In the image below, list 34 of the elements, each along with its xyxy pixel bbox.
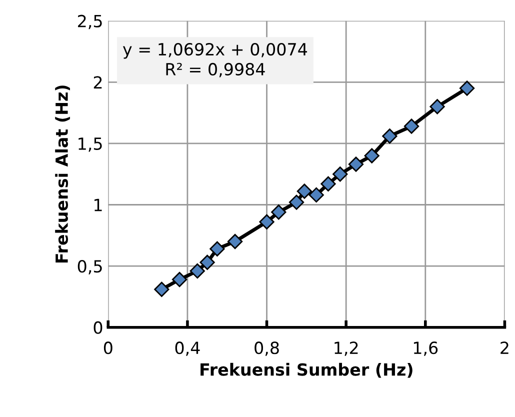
point	[348, 156, 364, 172]
point	[404, 118, 420, 134]
x-tick-label: 0,4	[175, 342, 200, 356]
y-tick-label: 0,5	[78, 260, 102, 274]
point	[259, 214, 274, 230]
point	[200, 254, 215, 270]
point	[210, 241, 225, 256]
point	[227, 234, 243, 250]
x-tick-label: 2	[500, 342, 508, 354]
point	[288, 194, 304, 210]
y-axis-title: Frekuensi Alat (Hz)	[55, 86, 70, 263]
x-tick-label: 0,8	[254, 342, 279, 356]
x-tick-label: 0	[104, 342, 112, 354]
y-tick-label: 2,5	[78, 14, 102, 30]
point	[459, 80, 475, 96]
y-tick-label: 0	[94, 321, 102, 334]
point	[172, 272, 188, 288]
x-tick-label: 1,2	[334, 342, 358, 356]
y-tick-label: 1,5	[78, 138, 102, 152]
y-tick-label: 1	[94, 198, 102, 212]
point	[154, 282, 170, 297]
point	[308, 187, 324, 203]
point	[190, 263, 205, 279]
point	[271, 204, 286, 220]
point	[332, 166, 348, 182]
point	[320, 176, 336, 192]
point	[430, 99, 445, 114]
point	[364, 148, 380, 164]
x-axis-title: Frekuensi Sumber (Hz)	[200, 362, 412, 378]
point	[296, 184, 312, 199]
x-tick-label: 1,6	[414, 342, 438, 356]
point	[382, 128, 398, 144]
y-tick-label: 2	[94, 76, 102, 88]
annotation: y = 1,0692x + 0,0074 R² = 0,9984	[122, 42, 308, 78]
